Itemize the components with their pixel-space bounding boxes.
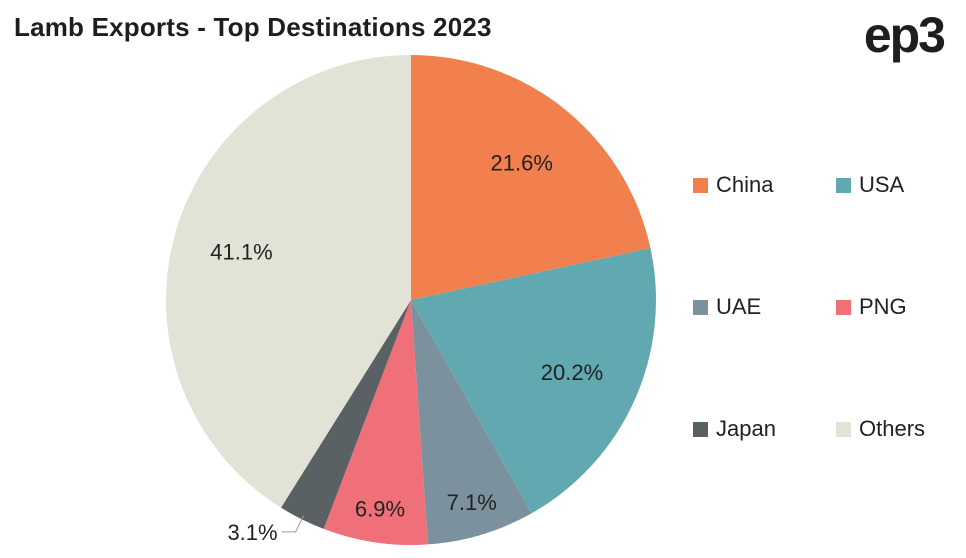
pie-slice-uae: [411, 300, 532, 545]
legend-swatch: [693, 299, 708, 315]
legend-label: PNG: [859, 294, 907, 319]
legend-swatch: [693, 421, 708, 437]
data-label-japan: 3.1%: [227, 520, 277, 545]
data-label-china: 21.6%: [491, 151, 553, 176]
chart-title: Lamb Exports - Top Destinations 2023: [14, 12, 492, 42]
legend-swatch: [693, 177, 708, 193]
legend-item-usa: USA: [836, 172, 904, 198]
legend-item-others: Others: [836, 416, 925, 442]
legend-label: Japan: [716, 416, 776, 441]
data-label-png: 6.9%: [355, 496, 405, 521]
data-label-uae: 7.1%: [447, 490, 497, 515]
legend-label: China: [716, 172, 774, 197]
pie-slice-china: [411, 55, 651, 300]
pie-slice-others: [166, 55, 411, 508]
legend-item-uae: UAE: [693, 294, 761, 320]
pie-slice-japan: [281, 300, 411, 529]
legend-item-china: China: [693, 172, 773, 198]
legend-swatch: [836, 299, 851, 315]
legend-label: Others: [859, 416, 926, 441]
ep3-logo: ep3: [863, 7, 946, 63]
pie-slice-usa: [411, 248, 656, 514]
data-label-usa: 20.2%: [541, 360, 603, 385]
legend-item-japan: Japan: [693, 416, 776, 442]
legend-swatch: [836, 177, 851, 193]
legend-label: USA: [859, 172, 905, 197]
data-label-others: 41.1%: [210, 239, 272, 264]
legend-label: UAE: [716, 294, 762, 319]
leader-line-japan: [281, 515, 305, 533]
legend-swatch: [836, 421, 851, 437]
pie-slice-png: [323, 300, 428, 545]
legend-item-png: PNG: [836, 294, 907, 320]
